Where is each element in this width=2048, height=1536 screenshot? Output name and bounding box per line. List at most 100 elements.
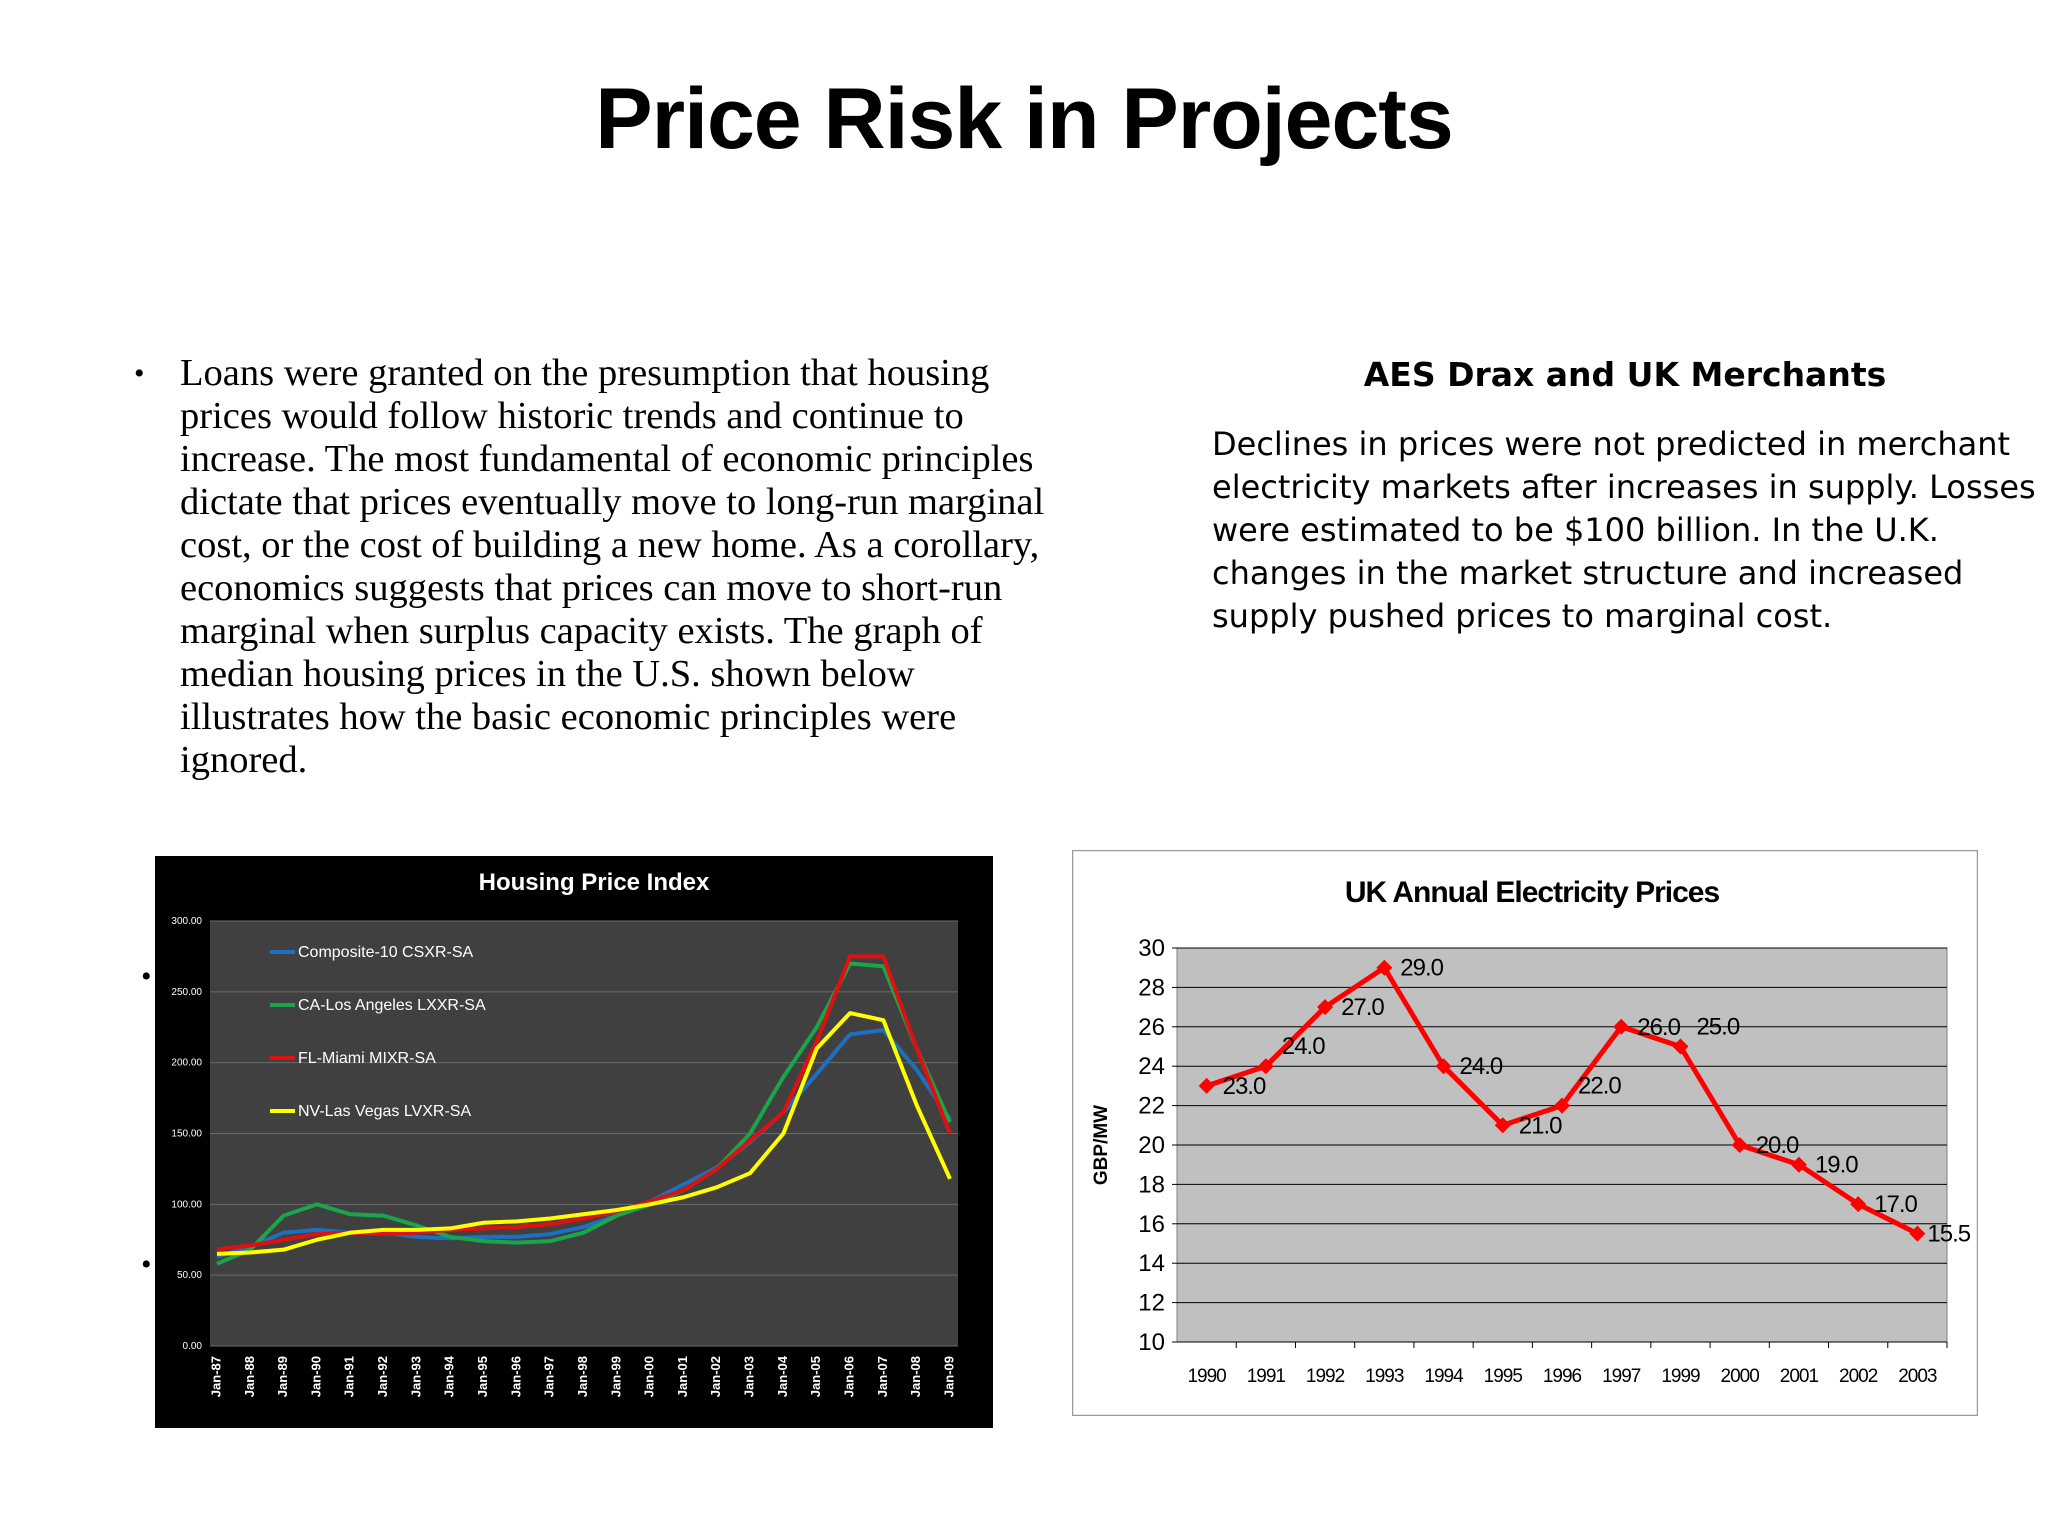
stray-bullet-1: • <box>141 960 152 993</box>
x-tick-label: Jan-00 <box>642 1356 657 1397</box>
x-tick-label: 1991 <box>1247 1366 1286 1387</box>
y-tick-label: 50.00 <box>177 1270 202 1281</box>
y-tick-label: 250.00 <box>171 987 202 998</box>
data-label: 26.0 <box>1637 1014 1680 1041</box>
housing-chart-svg: 0.00 50.00 100.00 150.00 200.00 250.00 300.00 H… <box>155 856 993 1428</box>
chart-title: Housing Price Index <box>479 869 710 896</box>
data-point <box>1198 1077 1215 1094</box>
x-tick-label: 1992 <box>1306 1366 1345 1387</box>
y-tick-label: 300.00 <box>171 916 202 927</box>
y-tick-label: 14 <box>1138 1250 1165 1277</box>
data-point <box>1790 1156 1807 1173</box>
x-tick-label: Jan-93 <box>408 1356 423 1397</box>
x-tick-label: 1999 <box>1661 1366 1700 1387</box>
data-label: 25.0 <box>1696 1014 1739 1041</box>
x-tick-label: Jan-07 <box>875 1356 890 1397</box>
data-label: 24.0 <box>1282 1033 1325 1060</box>
x-tick-label: Jan-87 <box>208 1356 223 1397</box>
x-tick-label: Jan-96 <box>508 1356 523 1397</box>
legend-label: NV-Las Vegas LVXR-SA <box>298 1103 471 1120</box>
x-tick-label: Jan-09 <box>941 1356 956 1397</box>
series-line <box>216 961 952 1266</box>
x-tick-label: Jan-97 <box>542 1356 557 1397</box>
data-point <box>1731 1137 1748 1153</box>
y-tick-label: 30 <box>1138 935 1165 962</box>
y-tick-label: 18 <box>1138 1171 1165 1198</box>
legend-label: Composite-10 CSXR-SA <box>298 944 474 961</box>
x-tick-label: Jan-04 <box>775 1355 790 1397</box>
bullet-marker: • <box>134 357 145 390</box>
y-axis-title: GBP/MW <box>1091 1105 1112 1185</box>
data-label: 19.0 <box>1815 1152 1858 1179</box>
data-label: 29.0 <box>1400 955 1443 982</box>
data-point <box>1435 1058 1452 1075</box>
series-line <box>216 1011 952 1256</box>
x-tick-label: Jan-03 <box>742 1356 757 1397</box>
data-point <box>1672 1038 1689 1055</box>
data-label: 23.0 <box>1223 1073 1266 1100</box>
left-text-block: • Loans were granted on the presumption … <box>134 352 1066 782</box>
x-tick-label: 2003 <box>1898 1366 1937 1387</box>
stray-bullet-2: • <box>141 1248 152 1281</box>
y-tick-label: 28 <box>1138 974 1165 1001</box>
data-label: 22.0 <box>1578 1073 1621 1100</box>
data-label: 15.5 <box>1927 1221 1970 1248</box>
x-tick-label: Jan-06 <box>841 1356 856 1397</box>
y-tick-label: 20 <box>1138 1132 1165 1159</box>
x-tick-label: Jan-88 <box>242 1356 257 1397</box>
x-tick-label: 1990 <box>1187 1366 1226 1387</box>
chart-title: UK Annual Electricity Prices <box>1345 876 1720 909</box>
x-tick-label: Jan-05 <box>808 1356 823 1397</box>
x-tick-label: Jan-94 <box>442 1355 457 1397</box>
data-point <box>1909 1225 1926 1242</box>
x-tick-label: Jan-89 <box>275 1356 290 1397</box>
y-tick-label: 16 <box>1138 1211 1165 1238</box>
x-tick-label: Jan-08 <box>908 1356 923 1397</box>
slide-title: Price Risk in Projects <box>595 71 1454 167</box>
uk-chart-svg: 10 12 14 16 18 20 22 24 26 28 30 GBP/MW UK Annual El… <box>1071 849 1979 1417</box>
y-tick-label: 22 <box>1138 1093 1165 1120</box>
x-tick-label: 1994 <box>1424 1366 1464 1387</box>
y-tick-label: 100.00 <box>171 1199 202 1210</box>
x-tick-label: Jan-99 <box>608 1356 623 1397</box>
legend-label: CA-Los Angeles LXXR-SA <box>298 997 486 1014</box>
data-label: 21.0 <box>1519 1112 1562 1139</box>
x-tick-label: Jan-92 <box>375 1356 390 1397</box>
data-point <box>1850 1196 1867 1213</box>
data-label: 24.0 <box>1460 1053 1503 1080</box>
data-point <box>1494 1117 1511 1134</box>
data-label: 20.0 <box>1756 1132 1799 1159</box>
y-tick-label: 200.00 <box>171 1058 202 1069</box>
x-tick-label: 2000 <box>1721 1366 1760 1387</box>
x-tick-label: 2001 <box>1780 1366 1819 1387</box>
data-point <box>1613 1018 1630 1035</box>
x-tick-label: Jan-90 <box>308 1356 323 1397</box>
x-tick-label: 1995 <box>1484 1366 1523 1387</box>
data-point <box>1376 959 1393 976</box>
x-tick-label: Jan-91 <box>342 1356 357 1397</box>
legend-label: FL-Miami MIXR-SA <box>298 1050 436 1067</box>
left-paragraph: Loans were granted on the presumption th… <box>180 352 1045 781</box>
right-paragraph: Declines in prices were not predicted in… <box>1212 425 2036 635</box>
x-tick-label: Jan-02 <box>708 1356 723 1397</box>
x-tick-label: Jan-95 <box>475 1356 490 1397</box>
y-tick-label: 26 <box>1138 1014 1165 1041</box>
right-heading: AES Drax and UK Merchants <box>1363 355 1887 394</box>
x-tick-label: 1997 <box>1602 1366 1641 1387</box>
data-point <box>1317 999 1334 1016</box>
y-tick-label: 24 <box>1138 1053 1165 1080</box>
x-tick-label: 1993 <box>1365 1366 1404 1387</box>
data-label: 27.0 <box>1341 994 1384 1021</box>
x-tick-label: Jan-98 <box>575 1356 590 1397</box>
y-tick-label: 0.00 <box>183 1341 203 1352</box>
x-tick-label: 2002 <box>1839 1366 1878 1387</box>
x-tick-label: Jan-01 <box>675 1356 690 1397</box>
housing-price-index-chart: 0.00 50.00 100.00 150.00 200.00 250.00 300.00 H… <box>155 856 993 1428</box>
data-point <box>1257 1058 1274 1075</box>
uk-electricity-prices-chart: 10 12 14 16 18 20 22 24 26 28 30 GBP/MW UK Annual El… <box>1071 849 1979 1417</box>
y-tick-label: 12 <box>1138 1290 1165 1317</box>
x-tick-label: 1996 <box>1543 1366 1582 1387</box>
y-tick-label: 10 <box>1138 1329 1165 1356</box>
data-point <box>1554 1097 1570 1114</box>
y-tick-label: 150.00 <box>171 1129 202 1140</box>
